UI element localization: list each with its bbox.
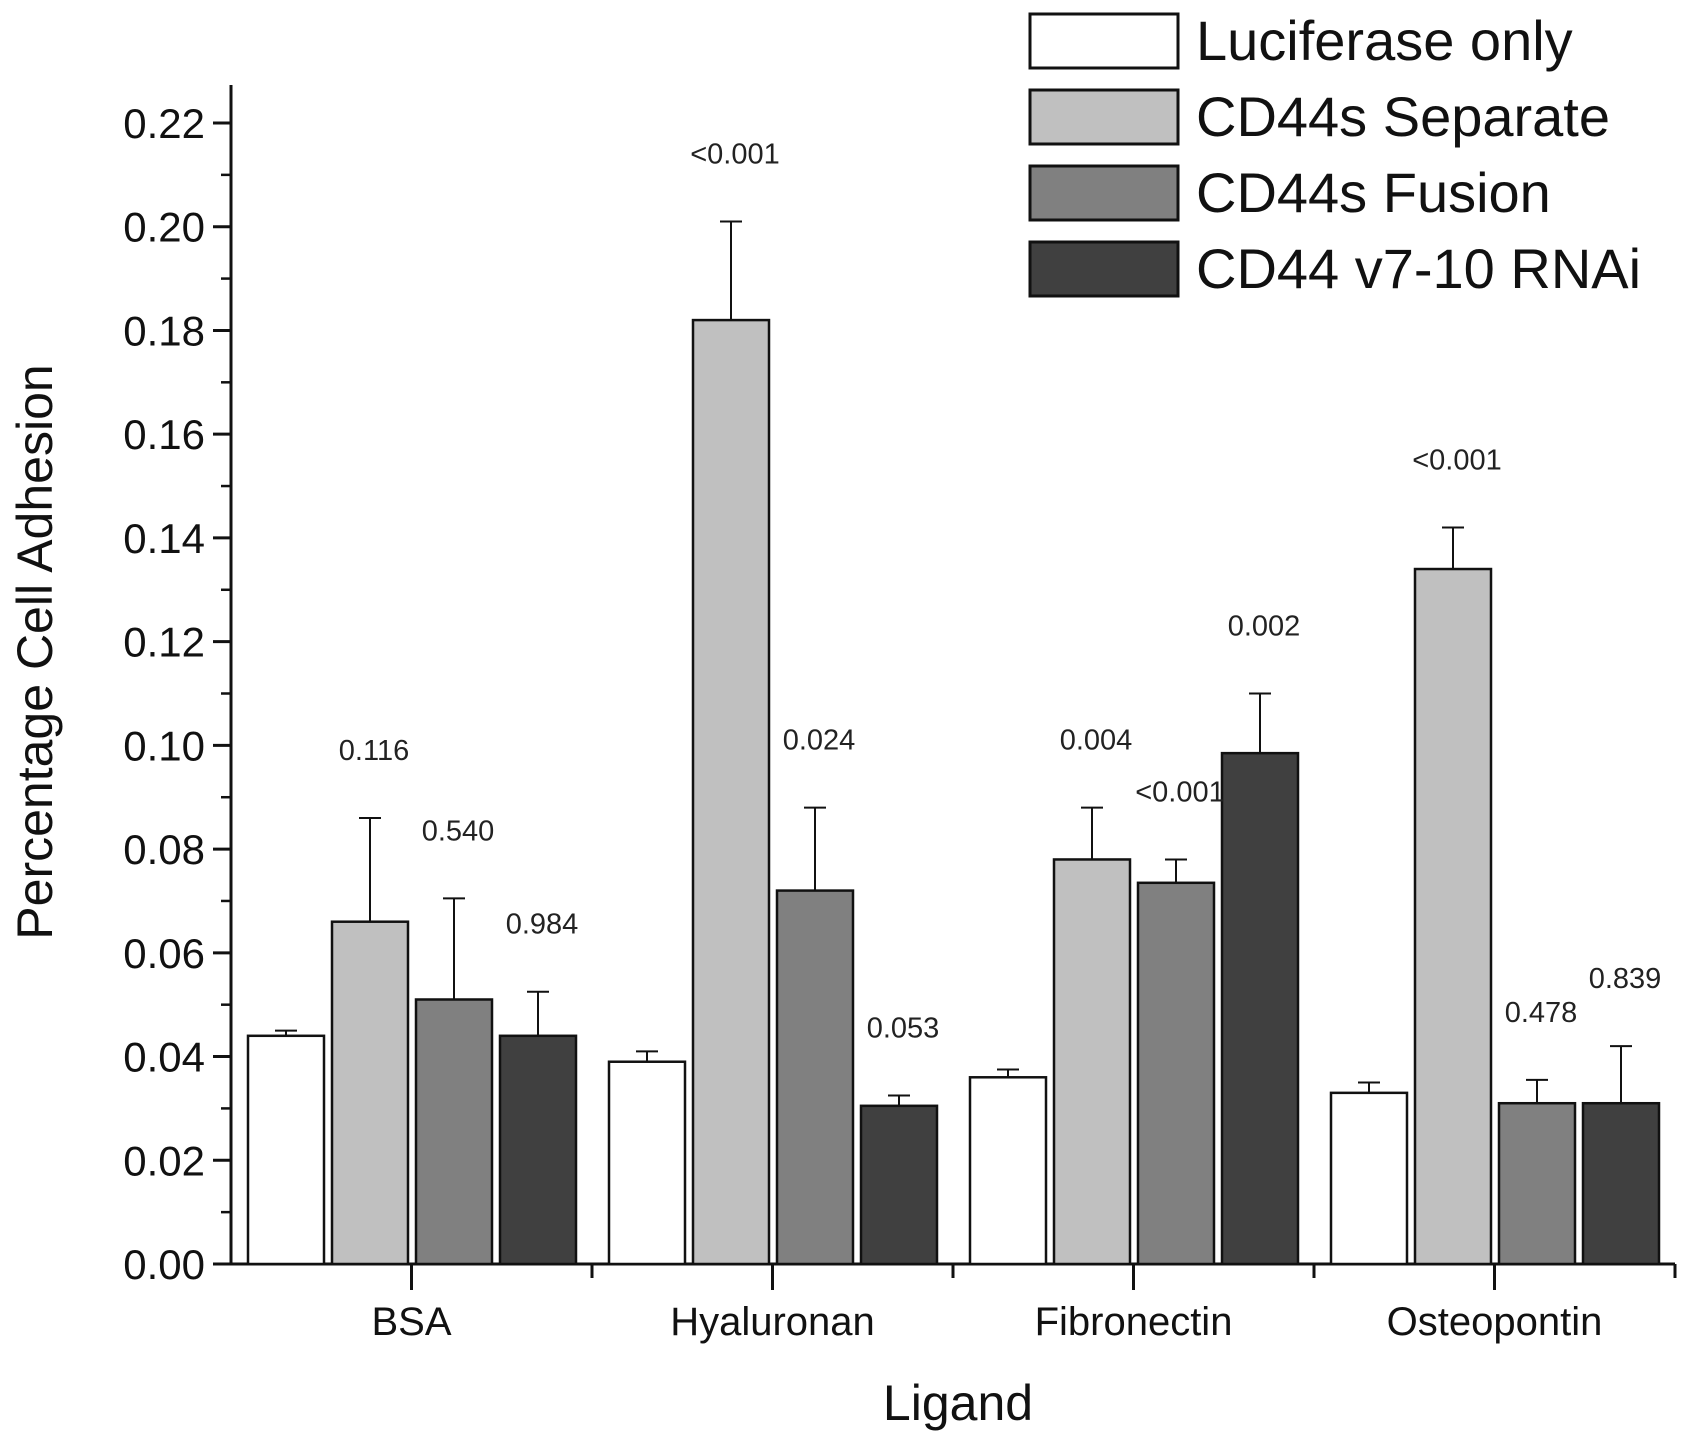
y-tick-label: 0.06 <box>123 930 205 977</box>
x-axis-title: Ligand <box>883 1375 1033 1431</box>
legend-swatch <box>1028 12 1180 70</box>
legend-label: CD44s Fusion <box>1196 161 1551 224</box>
y-tick-label: 0.22 <box>123 100 205 147</box>
bar <box>1497 1101 1577 1266</box>
legend-label: CD44s Separate <box>1196 85 1610 148</box>
legend-swatch <box>1028 88 1180 146</box>
p-value-label: 0.984 <box>506 909 579 941</box>
p-value-label: 0.002 <box>1228 611 1301 643</box>
legend-label: CD44 v7-10 RNAi <box>1196 237 1641 300</box>
p-value-label: <0.001 <box>1412 445 1502 477</box>
bar <box>1413 567 1493 1266</box>
p-value-label: 0.116 <box>339 735 409 767</box>
p-value-label: 0.478 <box>1505 997 1578 1029</box>
bar <box>1581 1101 1661 1266</box>
bar <box>246 1034 326 1266</box>
legend-swatch <box>1028 240 1180 298</box>
bar <box>1052 858 1132 1266</box>
y-tick-label: 0.08 <box>123 826 205 873</box>
y-tick-label: 0.16 <box>123 411 205 458</box>
y-tick-label: 0.02 <box>123 1137 205 1184</box>
error-bars <box>275 220 1632 1106</box>
x-tick-label: Hyaluronan <box>670 1300 875 1344</box>
legend-label: Luciferase only <box>1196 9 1573 72</box>
bar <box>330 920 410 1266</box>
bar <box>607 1060 687 1266</box>
legend-swatch <box>1028 164 1180 222</box>
p-value-label: 0.540 <box>422 815 495 847</box>
bar <box>691 318 771 1266</box>
bar <box>1136 881 1216 1266</box>
p-value-label: <0.001 <box>690 139 780 171</box>
y-tick-label: 0.12 <box>123 619 205 666</box>
bars <box>246 318 1661 1266</box>
p-value-label: 0.024 <box>783 725 856 757</box>
y-tick-label: 0.20 <box>123 204 205 251</box>
y-tick-label: 0.14 <box>123 515 205 562</box>
x-tick-label: BSA <box>371 1300 451 1344</box>
p-value-labels: 0.1160.5400.984<0.0010.0240.0530.004<0.0… <box>339 139 1662 1045</box>
y-axis-title: Percentage Cell Adhesion <box>7 364 63 939</box>
legend: Luciferase only CD44s Separate CD44s Fusio… <box>1028 9 1641 300</box>
p-value-label: 0.053 <box>867 1012 940 1044</box>
bar <box>414 998 494 1266</box>
bar <box>1329 1091 1409 1266</box>
y-tick-label: 0.00 <box>123 1241 205 1288</box>
bar <box>1220 751 1300 1266</box>
x-tick-label: Osteopontin <box>1387 1300 1603 1344</box>
y-tick-label: 0.18 <box>123 307 205 354</box>
x-tick-label: Fibronectin <box>1035 1300 1233 1344</box>
bar <box>968 1076 1048 1266</box>
p-value-label: 0.004 <box>1060 725 1133 757</box>
p-value-label: <0.001 <box>1135 776 1225 808</box>
bar <box>859 1104 939 1266</box>
axes: 0.00 0.02 0.04 0.06 0.08 0.10 0.12 0.14 0.16 0.18… <box>123 85 1677 1344</box>
y-tick-label: 0.04 <box>123 1034 205 1081</box>
p-value-label: 0.839 <box>1589 963 1662 995</box>
y-tick-label: 0.10 <box>123 722 205 769</box>
bar <box>775 889 855 1266</box>
bar <box>498 1034 578 1266</box>
